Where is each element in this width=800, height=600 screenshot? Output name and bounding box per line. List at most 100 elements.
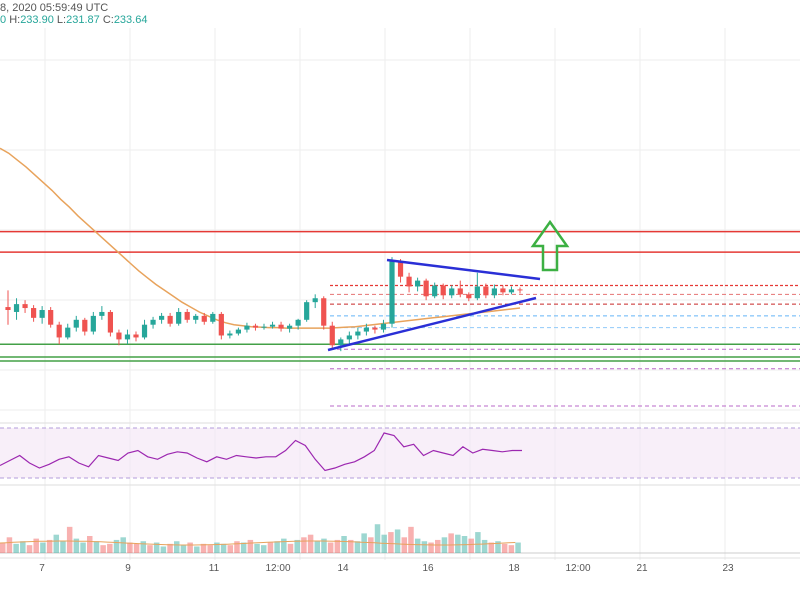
candle-body (380, 323, 387, 330)
candle-body (167, 315, 173, 324)
x-tick-label: 21 (636, 563, 648, 574)
candle-body (338, 339, 344, 346)
volume-bar (140, 541, 147, 553)
upper-trendline (386, 258, 541, 281)
volume-bar (113, 539, 120, 553)
candle-body (65, 327, 71, 338)
volume-bar (414, 538, 421, 553)
rsi-panel (0, 422, 800, 486)
volume-bar (408, 526, 414, 553)
volume-bar (294, 539, 300, 553)
volume-bar (495, 541, 501, 553)
volume-bar (435, 539, 441, 553)
candle-body (346, 335, 352, 340)
candle-body (500, 288, 506, 293)
candle-body (432, 285, 438, 297)
ohlc-high-label: H: (9, 14, 21, 26)
candle-body (312, 298, 318, 303)
lower-trendline (327, 296, 537, 352)
volume-bar (361, 533, 367, 553)
volume-bar (501, 543, 508, 553)
up-arrow-icon (530, 219, 570, 272)
candle-body (48, 310, 54, 325)
candle-body (210, 313, 216, 322)
volume-bar (421, 541, 428, 553)
ohlc-close-value: 233.64 (113, 14, 148, 26)
candle-body (449, 288, 455, 296)
x-tick-label: 23 (722, 563, 734, 574)
moving-average-line (0, 147, 521, 329)
candle-body (227, 333, 233, 336)
volume-bar (287, 543, 294, 553)
volume-bar (401, 537, 408, 553)
candle-body (483, 286, 489, 296)
candle-body (440, 285, 446, 296)
ohlc-close-label: C: (102, 14, 114, 26)
volume-bar (127, 542, 133, 553)
candle-body (397, 261, 404, 277)
candle-body (116, 332, 122, 340)
candle-body (261, 326, 267, 328)
candle-body (406, 276, 412, 287)
volume-bar (267, 542, 274, 553)
candle-body (466, 294, 472, 299)
volume-bar (214, 542, 220, 553)
volume-bar (381, 534, 387, 553)
volume-bar (160, 546, 167, 553)
volume-bar (254, 543, 260, 553)
volume-bar (120, 537, 126, 553)
candle-body (252, 325, 259, 328)
candle-body (278, 324, 284, 329)
volume-bar (60, 541, 66, 553)
candle-body (159, 315, 165, 320)
candle-body (517, 289, 523, 291)
candle-body (133, 334, 139, 338)
volume-bar (46, 539, 53, 553)
volume-bar (508, 545, 515, 553)
volume-bar (374, 524, 381, 553)
volume-bar (153, 542, 160, 553)
x-tick-label: 12:00 (565, 563, 590, 574)
candle-body (508, 289, 515, 293)
candle-body (107, 311, 113, 333)
candle-body (184, 311, 190, 320)
x-tick-label: 7 (39, 563, 45, 574)
volume-bar (73, 538, 80, 553)
candle-body (491, 288, 497, 296)
volume-bar (301, 537, 307, 553)
volume-bar (26, 545, 33, 553)
volume-bar (147, 545, 153, 553)
volume-bar (388, 532, 394, 553)
candle-body (304, 302, 310, 320)
volume-bar (394, 529, 401, 553)
candle-body (287, 325, 293, 329)
volume-bar (220, 543, 227, 553)
volume-bar (80, 542, 86, 553)
volume-bar (261, 545, 267, 553)
candle-body (269, 324, 276, 327)
x-tick-label: 16 (422, 563, 434, 574)
volume-bar (488, 542, 495, 553)
volume-bar (448, 533, 454, 553)
ohlc-high-value: 233.90 (20, 14, 54, 26)
volume-bar (341, 536, 347, 553)
volume-bar (274, 541, 280, 553)
volume-bar (180, 545, 187, 553)
ohlc-low-label: L: (56, 14, 67, 26)
volume-bar (455, 534, 461, 553)
candle-body (218, 313, 224, 336)
candle-body (5, 307, 11, 310)
candle-body (295, 319, 301, 326)
volume-bar (307, 534, 314, 553)
volume-bar (194, 546, 200, 553)
candle-body (235, 329, 241, 334)
candle-body (321, 298, 327, 326)
volume-ma (0, 540, 516, 546)
ohlc-header: 8, 2020 05:59:49 UTC 0 H:233.90 L:231.87… (0, 2, 147, 26)
candle-body (56, 324, 62, 338)
volume-panel (0, 524, 800, 554)
candle-body (193, 315, 199, 320)
candle-body (22, 304, 28, 309)
candle-body (372, 327, 378, 330)
